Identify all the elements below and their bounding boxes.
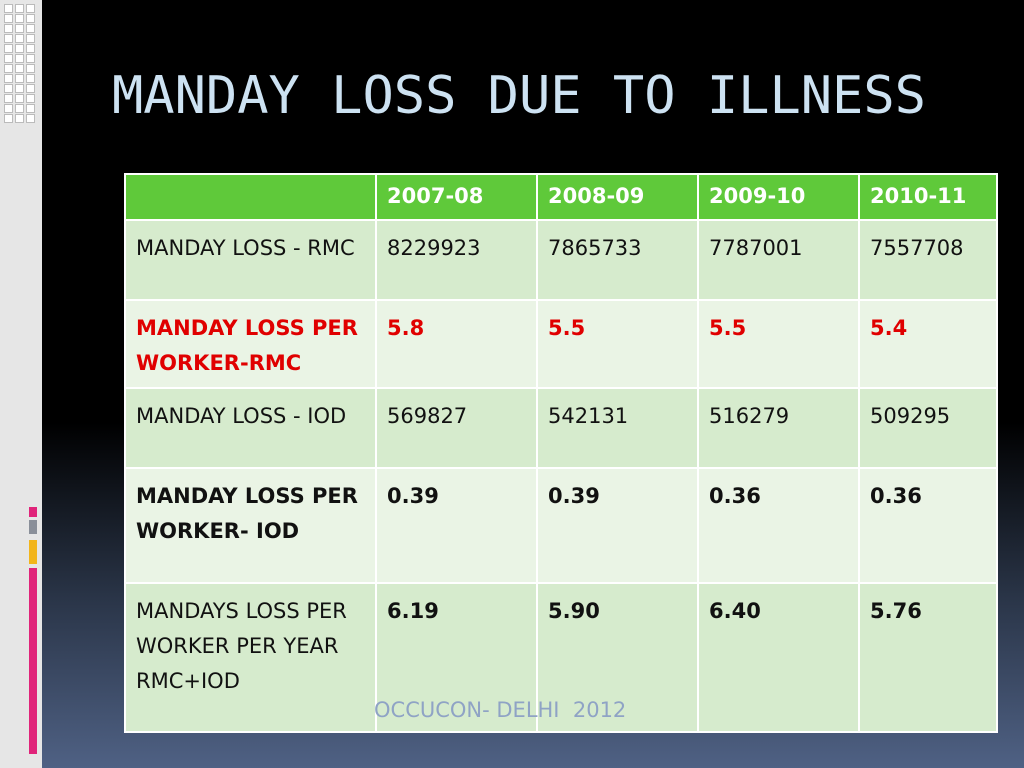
decor-square (4, 74, 13, 83)
decor-square (15, 4, 24, 13)
decor (29, 507, 37, 517)
decor-square (4, 14, 13, 23)
decor-square (26, 54, 35, 63)
table-row: MANDAYS LOSS PER WORKER PER YEAR RMC+IOD… (124, 582, 998, 733)
table-cell: 5.8 (375, 299, 538, 389)
table-cell: MANDAY LOSS - RMC (124, 219, 377, 301)
decor (29, 540, 37, 564)
decor (29, 520, 37, 534)
table-cell: 6.40 (697, 582, 860, 733)
table-cell: 5.90 (536, 582, 699, 733)
decor-square (4, 34, 13, 43)
decor-square (15, 84, 24, 93)
decor-square (4, 84, 13, 93)
table-cell: 0.39 (375, 467, 538, 584)
decor-square (26, 104, 35, 113)
table-cell: 2008-09 (536, 173, 699, 221)
decor-square (15, 14, 24, 23)
table-cell: MANDAY LOSS PER WORKER- IOD (124, 467, 377, 584)
table-row: MANDAY LOSS PER WORKER- IOD 0.39 0.39 0.36 0… (124, 467, 998, 584)
decor-square (26, 4, 35, 13)
decor-square (4, 54, 13, 63)
decor-square (26, 74, 35, 83)
table-cell: 6.19 (375, 582, 538, 733)
decor-square (4, 4, 13, 13)
decor (29, 568, 37, 754)
table-cell: 7557708 (858, 219, 998, 301)
decor-square (15, 44, 24, 53)
decor-square (26, 94, 35, 103)
decor-square (15, 74, 24, 83)
table-cell: 7865733 (536, 219, 699, 301)
table-cell: 516279 (697, 387, 860, 469)
table-cell: 2009-10 (697, 173, 860, 221)
table-cell: 5.76 (858, 582, 998, 733)
header-row: 2007-08 2008-09 2009-10 2010-11 (124, 173, 998, 221)
decor-square (4, 24, 13, 33)
decor-square (4, 114, 13, 123)
table-cell: 7787001 (697, 219, 860, 301)
decor-square (15, 104, 24, 113)
decor-square (15, 64, 24, 73)
table-cell: 569827 (375, 387, 538, 469)
table-cell: 0.36 (697, 467, 860, 584)
decor-square (15, 114, 24, 123)
decor-square (26, 114, 35, 123)
table-cell: 2010-11 (858, 173, 998, 221)
table-cell: 5.5 (697, 299, 860, 389)
table-row: MANDAY LOSS - RMC 8229923 7865733 7787001 75… (124, 219, 998, 301)
decor-square (26, 34, 35, 43)
footer: OCCUCON- DELHI 2012 (374, 698, 627, 722)
table-cell: 5.4 (858, 299, 998, 389)
table-cell: MANDAY LOSS PER WORKER-RMC (124, 299, 377, 389)
table-cell: 509295 (858, 387, 998, 469)
table-cell: 0.39 (536, 467, 699, 584)
table-row: MANDAY LOSS PER WORKER-RMC 5.8 5.5 5.5 5.4 (124, 299, 998, 389)
table-cell: MANDAYS LOSS PER WORKER PER YEAR RMC+IOD (124, 582, 377, 733)
decor-square (26, 44, 35, 53)
table-cell: 542131 (536, 387, 699, 469)
decor-square (26, 84, 35, 93)
side-strip (0, 0, 42, 768)
decor-square (15, 34, 24, 43)
table-cell: 8229923 (375, 219, 538, 301)
decor-square (4, 104, 13, 113)
data-table: 2007-08 2008-09 2009-10 2010-11 MANDAY LOSS … (124, 173, 998, 733)
decor-square (15, 94, 24, 103)
table-cell: 5.5 (536, 299, 699, 389)
decor-square (4, 44, 13, 53)
table-cell: 2007-08 (375, 173, 538, 221)
table-cell: 0.36 (858, 467, 998, 584)
table-row: MANDAY LOSS - IOD 569827 542131 516279 50929… (124, 387, 998, 469)
decor-square (15, 54, 24, 63)
decor-square (26, 64, 35, 73)
empty-cell (124, 173, 377, 221)
decor-square (4, 64, 13, 73)
decor-square (15, 24, 24, 33)
table-cell: MANDAY LOSS - IOD (124, 387, 377, 469)
title: MANDAY LOSS DUE TO ILLNESS (112, 66, 926, 126)
decor-square (4, 94, 13, 103)
decor-square (26, 24, 35, 33)
decor-square (26, 14, 35, 23)
